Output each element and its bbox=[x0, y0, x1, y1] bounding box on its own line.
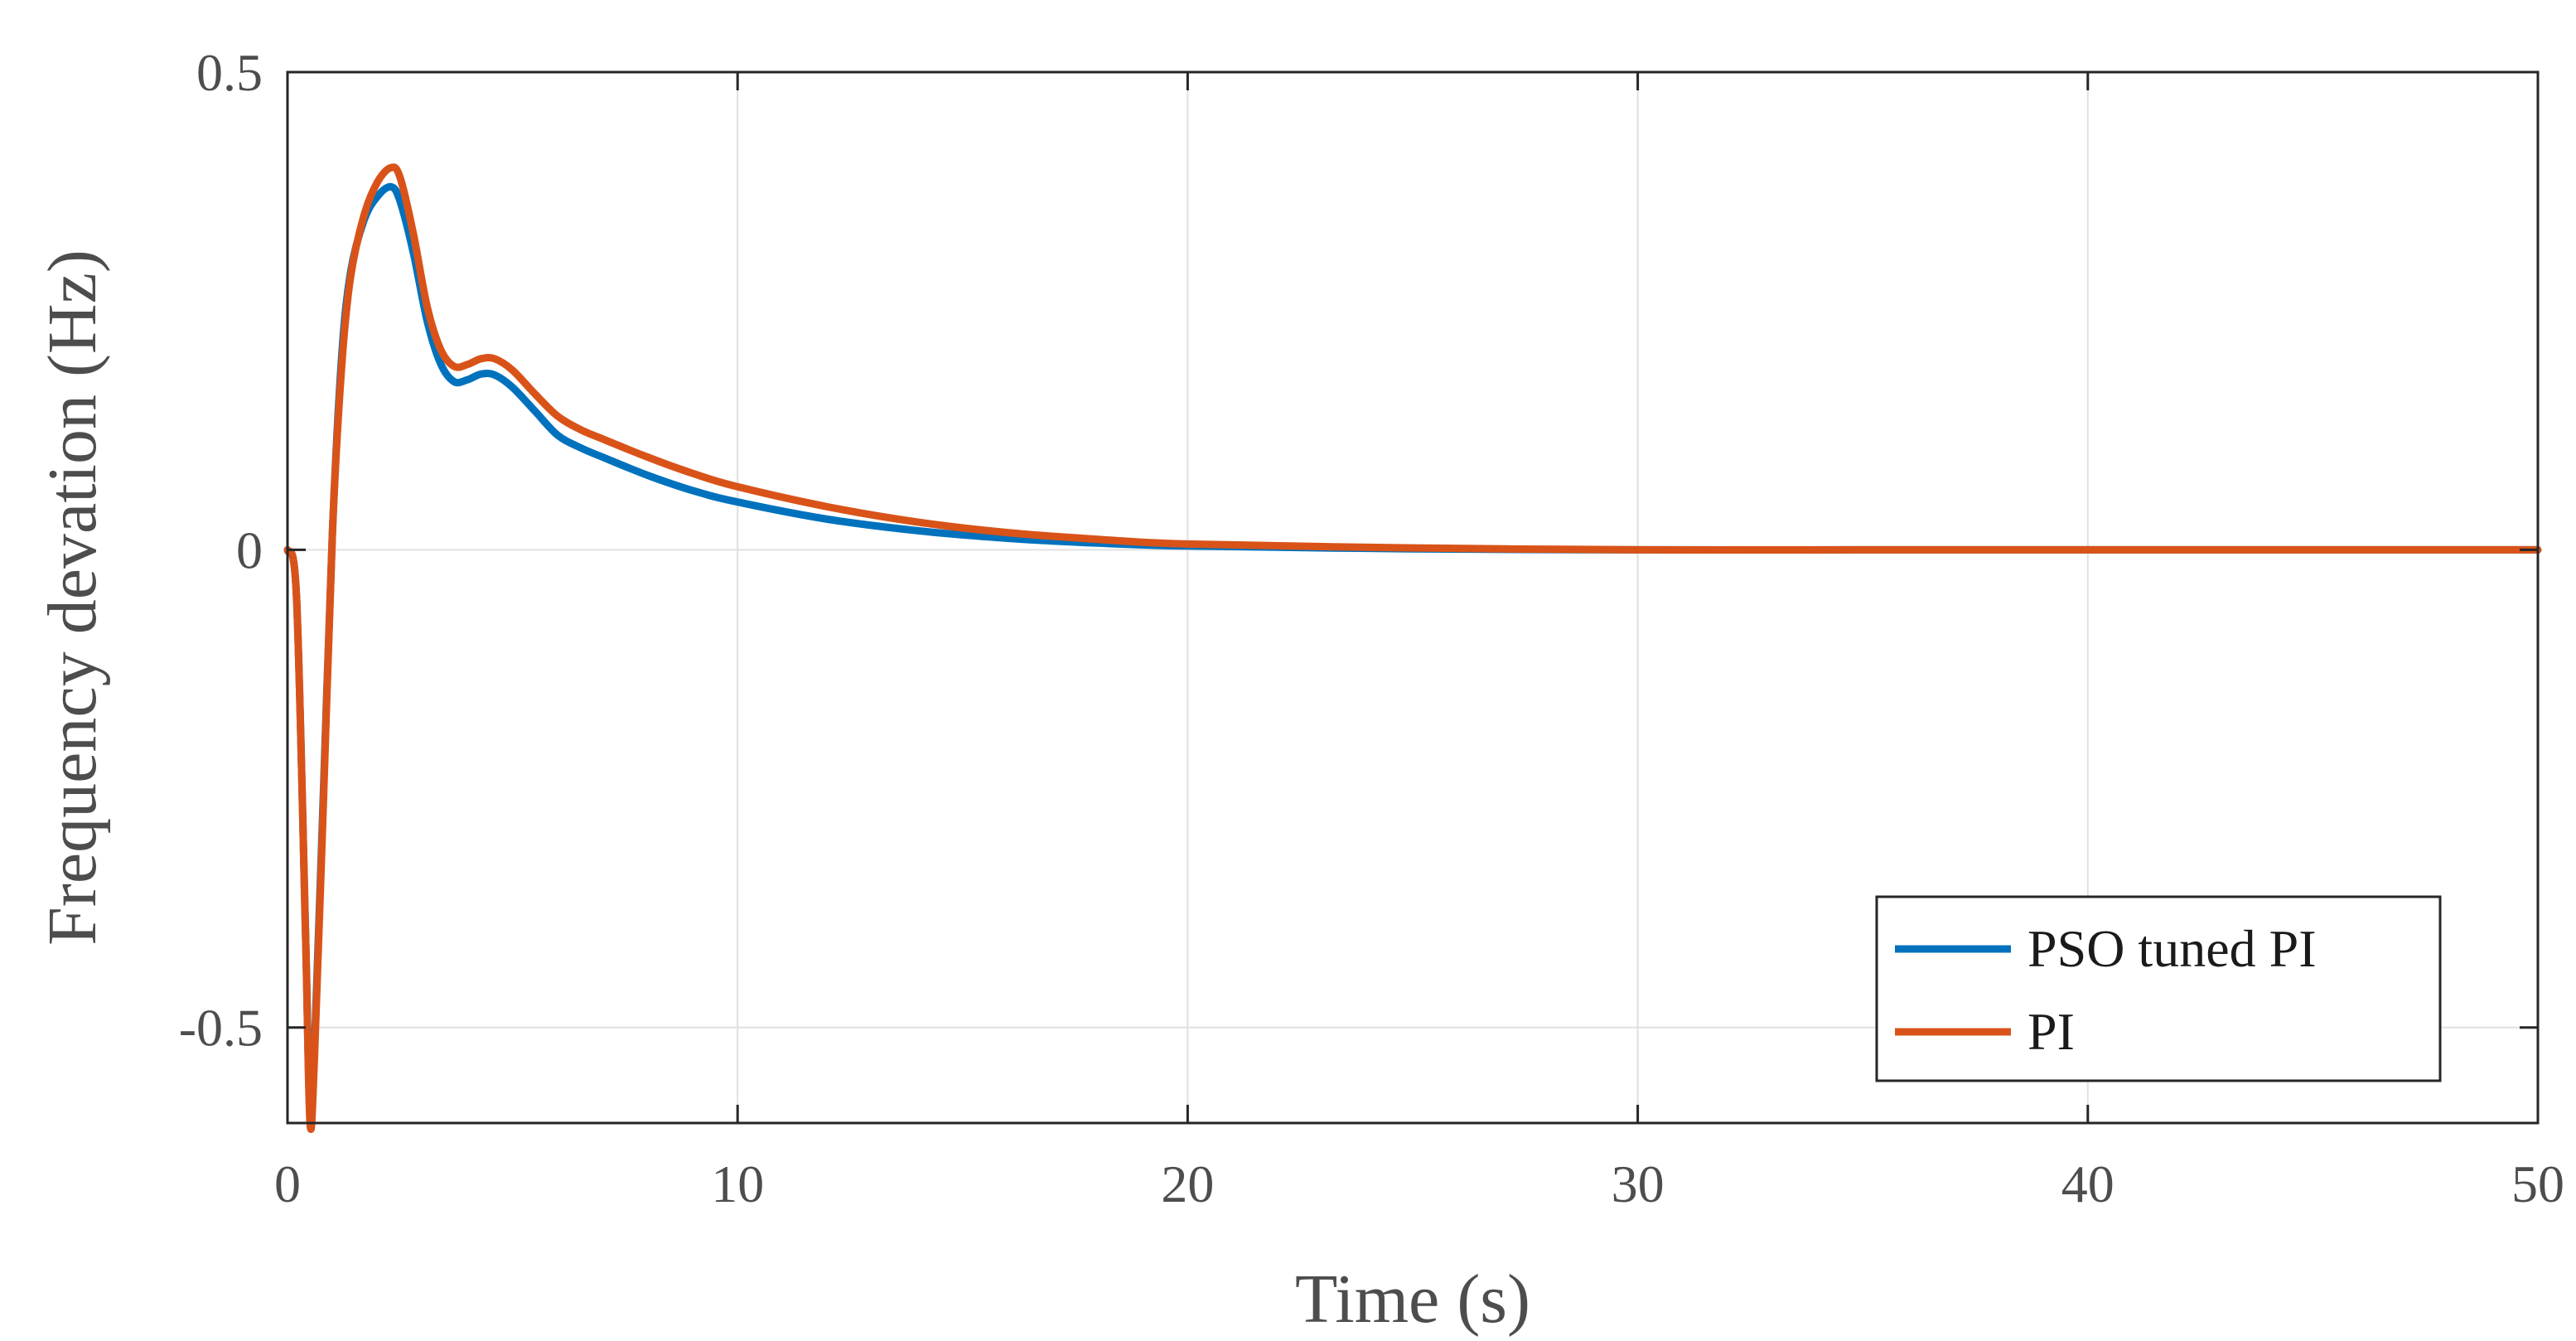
y-tick-label: 0.5 bbox=[196, 43, 263, 102]
x-tick-label: 50 bbox=[2511, 1155, 2564, 1213]
x-tick-label: 40 bbox=[2061, 1155, 2114, 1213]
x-tick-label: 30 bbox=[1612, 1155, 1665, 1213]
legend-label-pi: PI bbox=[2027, 1002, 2075, 1061]
x-axis-label: Time (s) bbox=[1295, 1261, 1530, 1338]
x-tick-label: 10 bbox=[711, 1155, 764, 1213]
y-axis-label: Frequency devation (Hz) bbox=[34, 249, 111, 946]
axes-box bbox=[286, 70, 2540, 1125]
tick-labels: 0 10 20 30 40 50 -0.5 0 0.5 bbox=[179, 43, 2564, 1213]
ticks bbox=[286, 70, 2540, 1123]
x-tick-label: 0 bbox=[274, 1155, 301, 1213]
series-layer bbox=[283, 163, 2542, 1133]
y-tick-label: 0 bbox=[236, 520, 263, 579]
legend-label-pso-tuned-pi: PSO tuned PI bbox=[2027, 919, 2317, 978]
legend: PSO tuned PI PI bbox=[1875, 895, 2442, 1082]
legend-box bbox=[1875, 895, 2442, 1082]
x-tick-label: 20 bbox=[1161, 1155, 1214, 1213]
series-line-pi bbox=[283, 163, 2542, 1133]
y-tick-label: -0.5 bbox=[179, 999, 263, 1058]
